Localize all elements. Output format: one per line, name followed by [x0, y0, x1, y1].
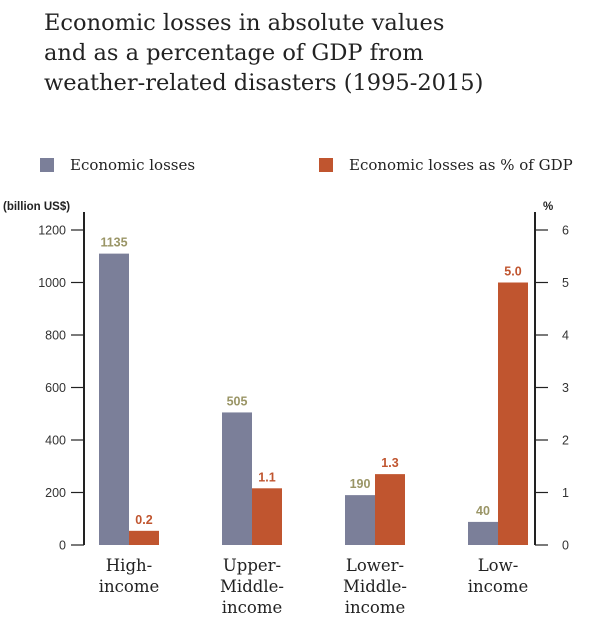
category-label-line: Low-	[478, 556, 519, 575]
right-axis-tick-label: 4	[562, 329, 569, 343]
category-label-line: Middle-	[343, 577, 407, 596]
data-label-economic-losses: 40	[476, 504, 490, 518]
bar-economic-losses	[99, 253, 129, 545]
category-label-line: income	[222, 598, 283, 617]
bar-gdp-percent	[252, 488, 282, 545]
left-axis-tick-label: 400	[45, 434, 66, 448]
category-label: Lower- Middle-income	[343, 556, 407, 617]
data-label-gdp-percent: 1.1	[258, 470, 275, 484]
bar-gdp-percent	[375, 474, 405, 545]
bar-economic-losses	[222, 412, 252, 545]
legend-label-economic-losses: Economic losses	[70, 156, 196, 174]
bar-economic-losses	[468, 521, 498, 545]
category-label-line: Middle-	[220, 577, 284, 596]
data-label-gdp-percent: 0.2	[135, 513, 152, 527]
chart-title: Economic losses in absolute values and a…	[44, 8, 564, 98]
category-label-line: income	[345, 598, 406, 617]
left-axis-tick-label: 800	[45, 329, 66, 343]
right-axis-tick-label: 0	[562, 539, 569, 553]
legend-swatch-gdp-percent	[319, 158, 333, 172]
category-label-line: Upper-	[223, 556, 281, 575]
category-label-line: income	[468, 577, 529, 596]
left-axis-tick-label: 200	[45, 486, 66, 500]
legend-item-gdp-percent: Economic losses as % of GDP	[319, 154, 573, 176]
category-label-line: High-	[106, 556, 152, 575]
legend-item-economic-losses: Economic losses	[40, 154, 195, 176]
right-axis-tick-label: 2	[562, 434, 569, 448]
right-axis-tick-label: 5	[562, 276, 569, 290]
left-axis-tick-label: 1000	[38, 276, 66, 290]
category-label: Low-income	[468, 556, 529, 596]
data-label-gdp-percent: 5.0	[504, 265, 521, 279]
category-label: High-income	[99, 556, 160, 596]
category-label-line: Lower-	[346, 556, 404, 575]
legend-swatch-economic-losses	[40, 158, 54, 172]
legend-label-gdp-percent: Economic losses as % of GDP	[349, 156, 573, 174]
left-axis-tick-label: 0	[59, 539, 66, 553]
data-label-gdp-percent: 1.3	[381, 456, 398, 470]
data-label-economic-losses: 1135	[100, 236, 127, 250]
bar-gdp-percent	[129, 530, 159, 545]
category-label: Upper- Middle-income	[220, 556, 284, 617]
left-axis-tick-label: 600	[45, 381, 66, 395]
category-label-line: income	[99, 577, 160, 596]
right-axis-tick-label: 1	[562, 486, 569, 500]
right-axis-unit-label: %	[543, 201, 554, 213]
right-axis-tick-label: 6	[562, 224, 569, 238]
chart-title-line: and as a percentage of GDP from	[44, 40, 424, 66]
chart-title-line: weather-related disasters (1995-2015)	[44, 70, 484, 96]
left-axis-unit-label: (billion US$)	[3, 201, 71, 213]
right-axis-tick-label: 3	[562, 381, 569, 395]
left-axis-tick-label: 1200	[38, 224, 66, 238]
bar-gdp-percent	[498, 282, 528, 545]
data-label-economic-losses: 505	[227, 394, 248, 408]
chart-title-line: Economic losses in absolute values	[44, 10, 445, 36]
bar-economic-losses	[345, 495, 375, 545]
data-label-economic-losses: 190	[350, 477, 371, 491]
